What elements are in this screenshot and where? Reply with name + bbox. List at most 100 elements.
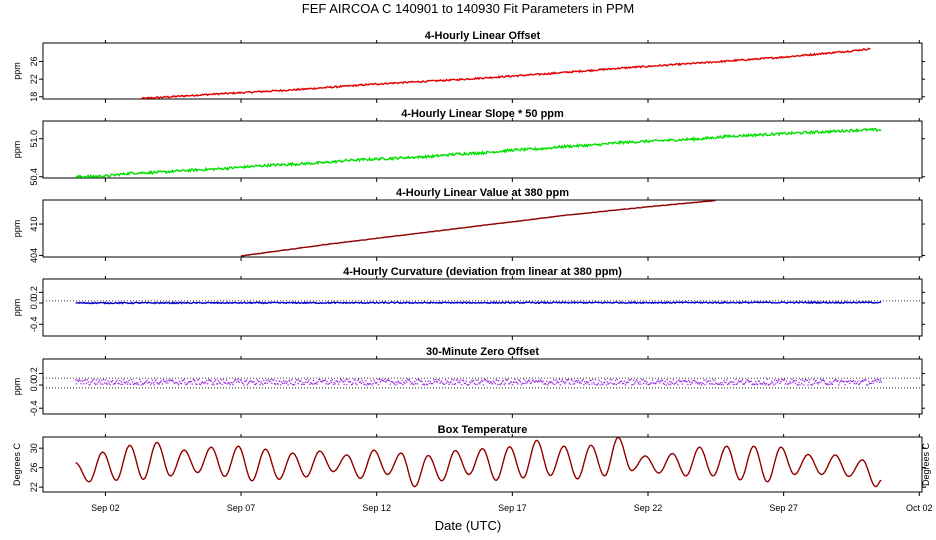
data-point <box>766 378 769 380</box>
data-point <box>691 382 694 384</box>
data-point <box>736 383 738 386</box>
data-point <box>323 379 325 382</box>
data-point <box>584 382 587 385</box>
data-point <box>626 381 628 383</box>
data-point <box>196 384 198 386</box>
panel-6: Box Temperature Sep 02 Sep 07 Sep 12 Sep 17 S… <box>12 424 933 513</box>
data-point <box>579 381 581 383</box>
data-point <box>306 381 308 384</box>
data-point <box>442 382 444 384</box>
data-point <box>548 380 551 383</box>
figure-title: FEF AIRCOA C 140901 to 140930 Fit Parame… <box>302 1 634 16</box>
data-point <box>121 381 123 383</box>
data-point <box>761 383 763 385</box>
data-point <box>514 378 516 381</box>
data-point <box>528 380 531 382</box>
data-point <box>295 379 297 381</box>
data-point <box>775 379 778 382</box>
data-point <box>756 384 759 386</box>
data-point <box>74 379 77 381</box>
data-point <box>585 380 588 383</box>
data-point <box>78 379 80 381</box>
data-point <box>823 380 826 382</box>
y-tick-label: 26 <box>29 57 39 67</box>
data-point <box>237 380 240 382</box>
data-point <box>531 380 533 382</box>
data-point <box>274 383 277 385</box>
data-point <box>365 380 367 382</box>
data-point <box>211 383 213 386</box>
data-point <box>627 381 629 384</box>
data-point <box>187 382 189 384</box>
data-point <box>172 380 174 382</box>
y-tick-label: 26 <box>29 463 39 473</box>
data-point <box>516 381 518 384</box>
data-point <box>93 382 96 384</box>
data-point <box>180 382 183 385</box>
data-point <box>797 384 799 386</box>
data-point <box>380 379 382 381</box>
data-point <box>369 383 372 385</box>
series-group <box>75 127 882 178</box>
data-point <box>327 383 329 385</box>
data-point <box>290 382 292 385</box>
data-point <box>183 378 185 381</box>
data-point <box>751 383 753 386</box>
data-point <box>757 380 760 382</box>
data-point <box>731 381 733 383</box>
data-point <box>580 382 582 384</box>
data-point <box>367 382 369 385</box>
data-point <box>223 381 225 383</box>
data-point <box>729 381 731 383</box>
data-point <box>505 379 507 381</box>
data-point <box>194 380 196 382</box>
data-point <box>771 380 773 382</box>
data-point <box>254 383 256 385</box>
data-point <box>633 383 636 385</box>
data-point <box>693 379 695 382</box>
data-point <box>112 383 115 385</box>
data-point <box>93 378 95 381</box>
data-point <box>188 380 191 383</box>
data-point <box>190 380 193 383</box>
data-point <box>134 383 136 385</box>
y-tick-label: 50.4 <box>29 168 39 186</box>
data-point <box>809 379 811 381</box>
data-point <box>727 382 730 384</box>
data-point <box>154 380 156 382</box>
data-point <box>851 380 854 383</box>
data-point <box>235 379 237 381</box>
data-point <box>207 379 210 381</box>
panel-title: 4-Hourly Linear Slope * 50 ppm <box>401 108 564 120</box>
data-point <box>828 383 830 385</box>
data-point <box>717 383 719 386</box>
data-point <box>622 383 624 385</box>
data-point <box>409 380 411 383</box>
data-point <box>811 383 814 385</box>
data-point <box>329 382 331 384</box>
data-point <box>612 383 614 385</box>
y-tick-label: 0.2 <box>29 286 39 299</box>
data-point <box>273 379 275 381</box>
data-point <box>227 382 230 384</box>
data-point <box>266 382 268 384</box>
data-point <box>208 379 211 381</box>
data-point <box>559 384 561 386</box>
data-point <box>865 379 867 381</box>
data-point <box>877 378 880 381</box>
data-point <box>845 380 847 382</box>
data-point <box>138 384 140 386</box>
data-point <box>77 380 79 382</box>
data-point <box>203 382 205 385</box>
data-point <box>345 378 347 381</box>
data-point <box>561 379 563 381</box>
data-point <box>632 384 634 386</box>
data-point <box>873 380 875 382</box>
data-point <box>832 380 835 383</box>
data-point <box>673 383 675 385</box>
data-point <box>758 380 760 382</box>
data-point <box>387 379 390 382</box>
data-point <box>711 383 713 385</box>
data-point <box>427 380 429 382</box>
data-point <box>410 383 412 385</box>
